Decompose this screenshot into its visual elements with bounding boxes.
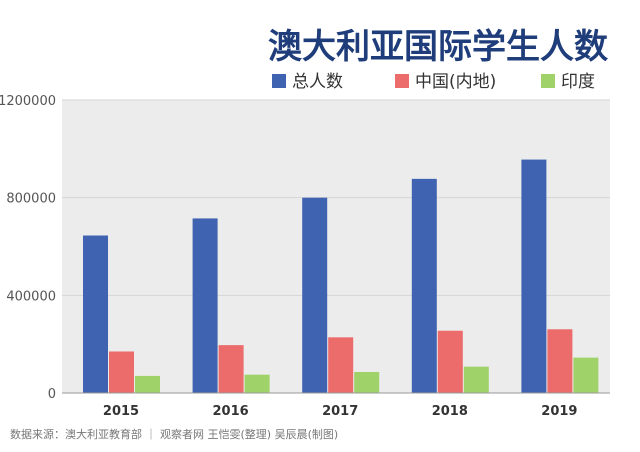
- y-tick-label: 0: [48, 387, 56, 402]
- y-tick-label: 1200000: [0, 94, 56, 109]
- x-tick-label: 2016: [213, 404, 249, 419]
- bar-2015-series-2: [135, 375, 160, 393]
- bar-2018-series-0: [411, 178, 437, 393]
- y-tick-label: 400000: [6, 289, 56, 304]
- legend-label-0: 总人数: [292, 72, 343, 92]
- bar-2017-series-2: [354, 372, 380, 393]
- y-tick-label: 800000: [6, 192, 56, 207]
- bar-2019-series-0: [521, 159, 547, 393]
- bar-2019-series-2: [573, 357, 599, 393]
- legend-label-2: 印度: [561, 72, 595, 92]
- chart-title: 澳大利亚国际学生人数: [268, 27, 608, 67]
- bar-2017-series-0: [302, 197, 328, 393]
- bar-2019-series-1: [547, 329, 573, 393]
- bar-2015-series-0: [83, 235, 108, 393]
- bar-2017-series-1: [328, 337, 354, 393]
- legend: 总人数 中国(内地) 印度: [272, 72, 595, 92]
- x-tick-label: 2015: [103, 404, 139, 419]
- bar-2016-series-2: [244, 374, 270, 393]
- bar-2018-series-1: [437, 330, 463, 393]
- bar-2018-series-2: [463, 366, 489, 393]
- bar-2016-series-0: [192, 218, 218, 393]
- legend-label-1: 中国(内地): [415, 72, 496, 92]
- x-tick-label: 2017: [322, 404, 358, 419]
- bar-2015-series-1: [109, 351, 134, 393]
- legend-swatch-2: [541, 74, 555, 88]
- legend-swatch-0: [272, 74, 286, 88]
- y-axis: 0 400000 800000 1200000: [0, 94, 56, 402]
- bar-2016-series-1: [218, 345, 244, 393]
- x-tick-label: 2019: [541, 404, 577, 419]
- legend-swatch-1: [395, 74, 409, 88]
- bars: [83, 159, 599, 393]
- source-note: 数据来源：澳大利亚教育部 ｜ 观察者网 王恺雯(整理) 吴辰晨(制图): [10, 427, 338, 441]
- x-tick-label: 2018: [432, 404, 468, 419]
- x-axis: 2015 2016 2017 2018 2019: [103, 404, 578, 419]
